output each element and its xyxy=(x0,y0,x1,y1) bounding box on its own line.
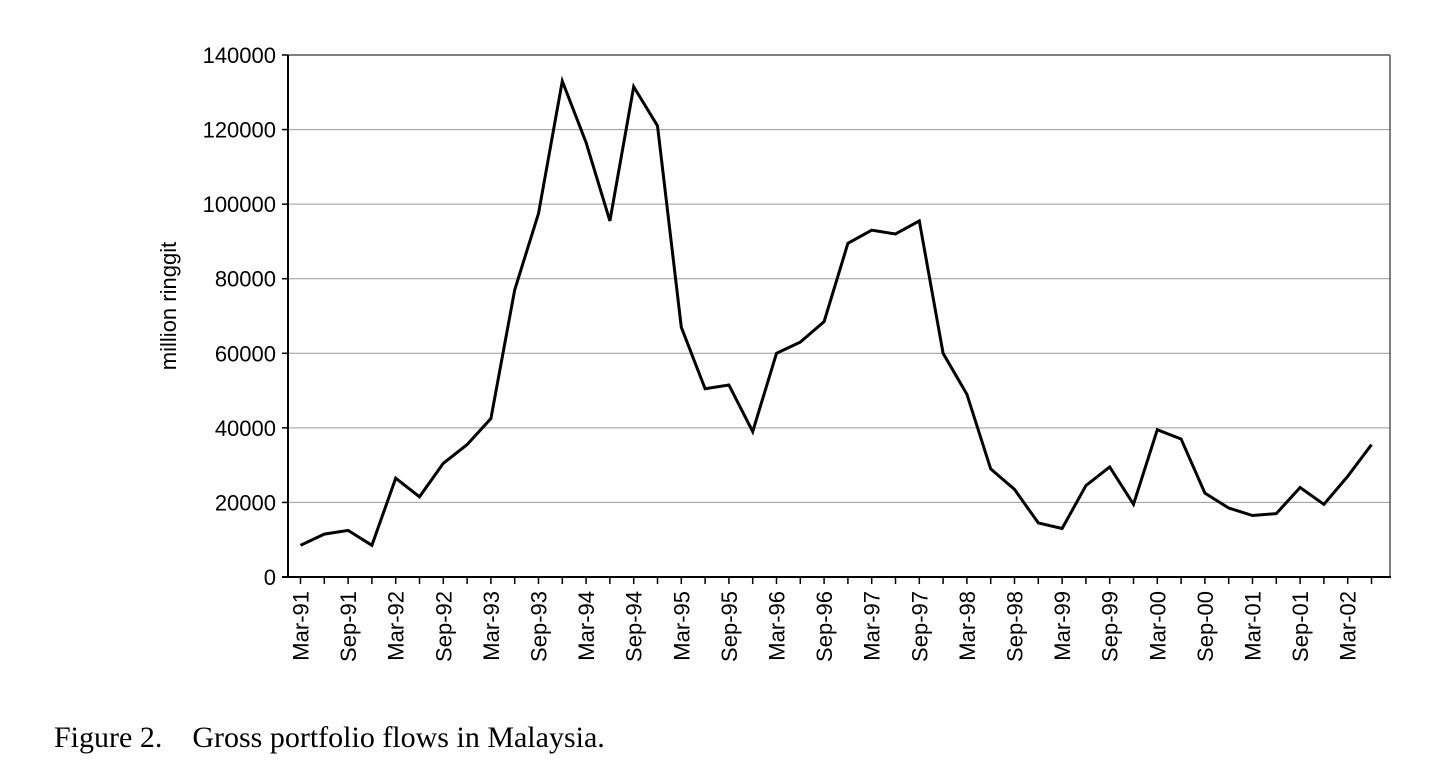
x-tick-label: Mar-96 xyxy=(765,591,790,661)
y-tick-label: 120000 xyxy=(203,118,276,143)
series-layer xyxy=(299,75,1373,548)
y-tick-label: 60000 xyxy=(215,341,276,366)
x-tick-label: Sep-93 xyxy=(527,591,552,662)
x-tick-label: Sep-99 xyxy=(1098,591,1123,662)
x-tick-label: Mar-93 xyxy=(479,591,504,661)
figure-caption-text: Gross portfolio flows in Malaysia. xyxy=(192,721,605,754)
y-tick-label: 140000 xyxy=(203,43,276,68)
gridlines xyxy=(288,129,1390,503)
x-tick-label: Sep-01 xyxy=(1288,591,1313,662)
axes xyxy=(282,54,1391,578)
y-tick-label: 0 xyxy=(264,565,276,590)
x-tick-label: Mar-01 xyxy=(1241,591,1266,661)
x-tick-label: Mar-94 xyxy=(574,591,599,661)
x-tick-label: Sep-95 xyxy=(717,591,742,662)
x-tick-label: Mar-00 xyxy=(1145,591,1170,661)
y-tick-label: 20000 xyxy=(215,490,276,515)
y-axis-title: million ringgit xyxy=(156,242,181,370)
series-line xyxy=(299,75,1373,548)
y-axis-ticks: 0 20000 40000 60000 80000 100000 120000 140000 xyxy=(203,43,288,590)
x-tick-label: Sep-92 xyxy=(431,591,456,662)
figure-caption-label: Figure 2. xyxy=(54,721,163,754)
x-tick-label: Mar-91 xyxy=(289,591,314,661)
y-tick-label: 100000 xyxy=(203,192,276,217)
x-tick-label: Mar-98 xyxy=(955,591,980,661)
x-tick-label: Mar-95 xyxy=(669,591,694,661)
x-tick-label: Sep-91 xyxy=(336,591,361,662)
x-tick-label: Mar-99 xyxy=(1050,591,1075,661)
x-tick-label: Mar-92 xyxy=(384,591,409,661)
line-chart: 020000400006000080000100000120000140000 … xyxy=(156,43,1391,662)
x-tick-label: Mar-97 xyxy=(860,591,885,661)
x-tick-label: Mar-02 xyxy=(1336,591,1361,661)
x-tick-label: Sep-98 xyxy=(1003,591,1028,662)
x-tick-label: Sep-94 xyxy=(622,591,647,662)
figure-caption: Figure 2. Gross portfolio flows in Malays… xyxy=(54,721,605,755)
x-axis-ticks: Mar-91 Sep-91 Mar-92 Sep-92 Mar-93 Sep-93 Mar-… xyxy=(289,577,1373,662)
y-tick-label: 80000 xyxy=(215,267,276,292)
x-tick-label: Sep-00 xyxy=(1193,591,1218,662)
x-tick-label: Sep-96 xyxy=(812,591,837,662)
y-tick-label: 40000 xyxy=(215,416,276,441)
x-tick-label: Sep-97 xyxy=(907,591,932,662)
